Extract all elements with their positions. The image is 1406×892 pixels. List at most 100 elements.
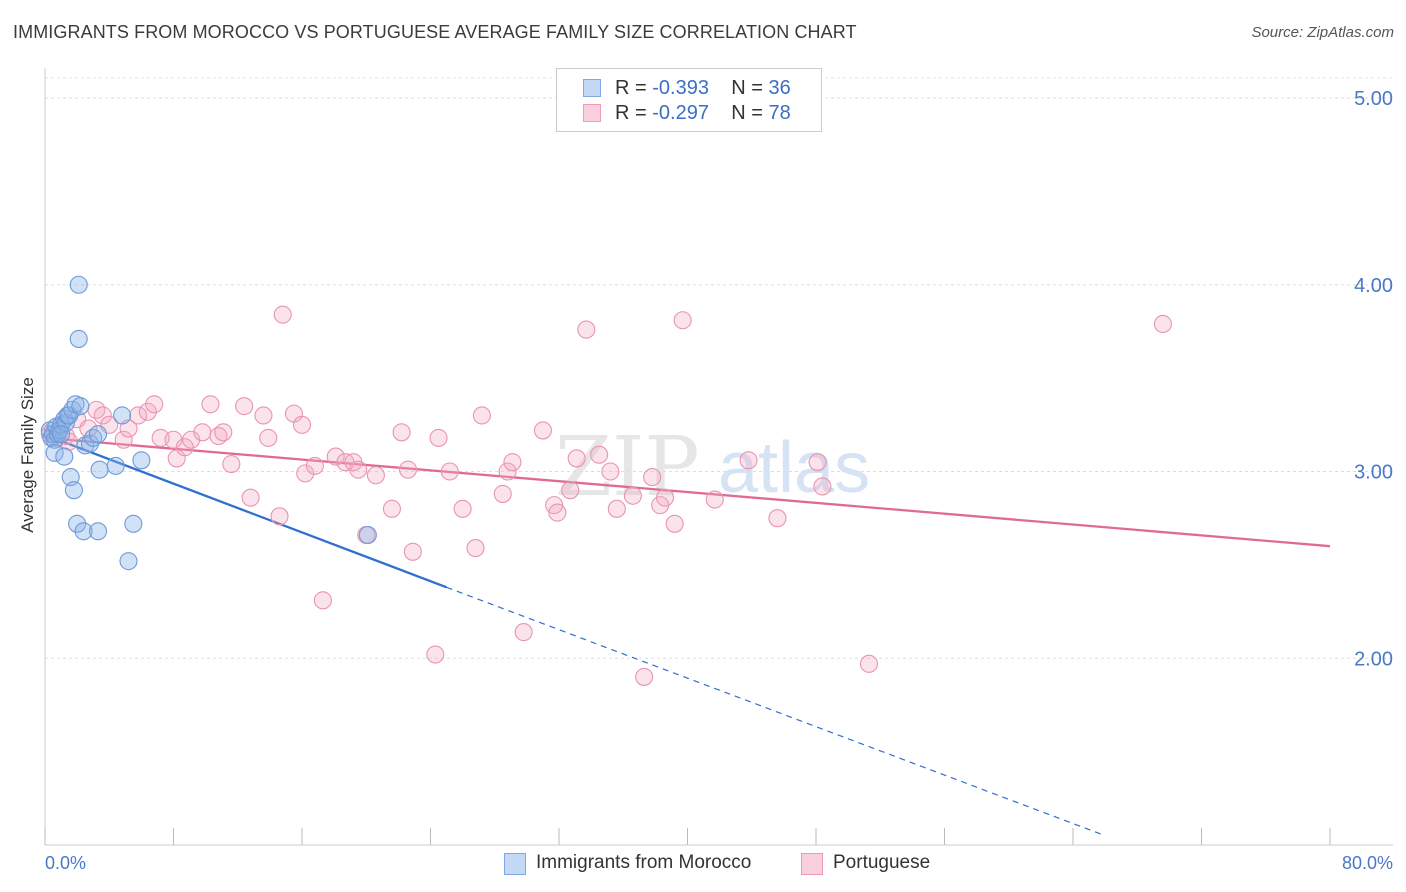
point-portuguese [366,466,385,485]
trend-line-portuguese [44,436,1331,548]
point-portuguese [739,451,758,470]
point-portuguese [382,499,402,518]
point-portuguese [129,406,148,425]
point-portuguese [270,507,289,526]
point-morocco [124,514,143,533]
point-portuguese [643,468,662,487]
point-portuguese [241,488,260,507]
point-portuguese [514,623,533,642]
point-portuguese [623,486,642,505]
point-portuguese [326,447,345,466]
point-portuguese [292,415,312,434]
point-portuguese [548,503,567,522]
point-portuguese [138,402,157,421]
point-morocco [45,443,64,462]
gridlines [45,77,1393,659]
point-portuguese [705,490,724,509]
point-portuguese [429,428,448,447]
legend-swatch-blue [583,79,601,97]
point-portuguese [259,428,278,447]
data-points [40,275,1172,686]
point-morocco [88,425,108,444]
y-tick-label: 5.00 [1354,88,1393,110]
point-morocco [69,275,88,294]
point-morocco [358,525,377,545]
x-tick-label-min: 0.0% [45,853,86,873]
point-portuguese [577,320,596,339]
point-portuguese [466,539,485,558]
point-portuguese [498,462,517,481]
point-portuguese [673,311,692,330]
point-portuguese [182,430,201,449]
bottom-legend-label: Immigrants from Morocco [536,852,752,873]
legend-n-value: 36 [768,77,791,99]
point-portuguese [201,395,220,414]
point-portuguese [193,423,212,442]
y-tick-label: 3.00 [1354,462,1393,484]
legend-n-label: N = [731,77,769,99]
tick-labels: 2.00 3.00 4.00 5.00 0.0% 80.0% [45,88,1393,873]
point-portuguese [119,419,138,438]
legend-r-value: -0.297 [652,102,709,124]
stats-legend: R = -0.393 N = 36 R = -0.297 N = 78 [556,68,822,132]
chart-title: IMMIGRANTS FROM MOROCCO VS PORTUGUESE AV… [13,22,857,42]
point-morocco [132,451,151,470]
point-portuguese [313,591,332,610]
point-portuguese [635,667,654,686]
point-portuguese [254,406,273,425]
point-portuguese [768,509,787,528]
point-portuguese [175,438,194,457]
bottom-legend-swatch-pink [801,853,823,875]
point-portuguese [93,406,112,425]
point-portuguese [214,423,233,442]
point-portuguese [590,445,609,464]
point-portuguese [813,477,832,496]
point-portuguese [164,430,183,449]
point-portuguese [426,645,445,664]
legend-r-label: R = [615,77,653,99]
point-morocco [52,425,71,444]
legend-n-label: N = [731,102,769,124]
point-portuguese [808,453,827,472]
point-portuguese [398,460,418,479]
point-portuguese [296,464,315,483]
bottom-legend-label: Portuguese [833,852,931,873]
point-morocco [69,329,88,348]
source-label: Source: ZipAtlas.com [1251,24,1394,41]
axes [44,68,1393,846]
y-tick-label: 2.00 [1354,648,1393,670]
point-portuguese [561,481,580,500]
point-portuguese [453,499,472,518]
point-portuguese [493,484,512,503]
point-morocco [71,397,90,416]
point-portuguese [601,462,620,481]
point-morocco [74,522,93,541]
point-portuguese [859,654,879,673]
point-morocco [119,552,138,571]
legend-swatch-pink [583,104,601,122]
legend-r-label: R = [615,102,653,124]
point-morocco [64,481,83,500]
watermark: ZIP atlas [555,420,870,515]
trend-line-morocco [52,436,447,589]
point-portuguese [655,488,675,507]
x-tick-label-max: 80.0% [1342,853,1393,873]
point-portuguese [305,456,324,475]
legend-n-value: 78 [768,102,791,124]
point-morocco [113,406,132,425]
point-morocco [90,460,109,479]
watermark-atlas: atlas [718,428,870,508]
point-morocco [106,456,125,475]
point-portuguese [392,423,411,442]
point-portuguese [1153,314,1172,334]
point-portuguese [114,430,133,449]
point-portuguese [235,397,254,416]
point-portuguese [222,454,241,474]
point-portuguese [145,395,164,414]
point-morocco [55,447,74,466]
point-portuguese [403,542,422,561]
point-portuguese [503,453,522,472]
trend-lines [44,436,1331,837]
point-portuguese [607,499,626,518]
